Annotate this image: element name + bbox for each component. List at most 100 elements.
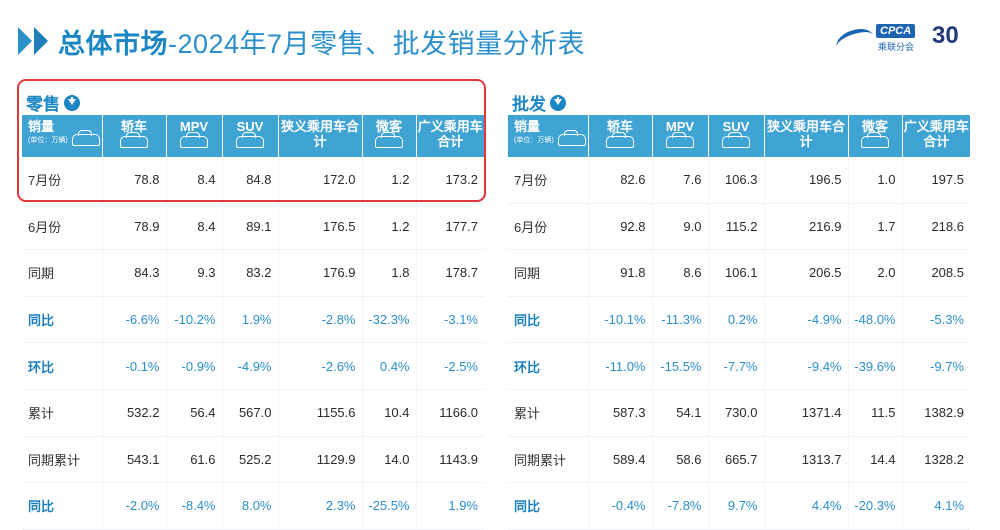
table-cell: -8.4% — [166, 482, 223, 530]
table-cell: 1143.9 — [416, 436, 484, 484]
table-cell: 14.0 — [362, 436, 417, 484]
header-cell: 轿车 — [588, 115, 653, 157]
table-cell: 10.4 — [362, 389, 417, 437]
table-cell: -15.5% — [652, 342, 709, 390]
row-label: 同期 — [508, 249, 589, 297]
table-cell: 58.6 — [652, 436, 709, 484]
suv-icon — [236, 132, 264, 148]
logo-brand: CPCA — [876, 24, 916, 38]
mpv-icon — [666, 132, 694, 148]
table-cell: 61.6 — [166, 436, 223, 484]
header-label: SUV — [236, 119, 264, 134]
table-cell: 589.4 — [588, 436, 653, 484]
table-cell: 89.1 — [222, 203, 279, 251]
header-cell: MPV — [166, 115, 223, 157]
header-label: 狭义乘用车合计 — [766, 119, 845, 149]
table-cell: -48.0% — [848, 296, 903, 344]
page-title: 总体市场-2024年7月零售、批发销量分析表 — [58, 22, 585, 61]
header-cell: SUV — [222, 115, 279, 157]
table-cell: 567.0 — [222, 389, 279, 437]
table-cell: 83.2 — [222, 249, 279, 297]
wholesale-section-label: 批发 — [512, 90, 566, 115]
table-cell: 176.9 — [278, 249, 363, 297]
table-row: 7月份 82.6 7.6 106.3 196.5 1.0 197.5 — [508, 157, 970, 204]
header-cell: SUV — [708, 115, 765, 157]
car-icon — [557, 130, 586, 146]
table-cell: -2.6% — [278, 342, 363, 390]
table-cell: 532.2 — [102, 389, 167, 437]
table-cell: 8.0% — [222, 482, 279, 530]
table-cell: -7.8% — [652, 482, 709, 530]
header-label: 轿车 — [606, 119, 633, 134]
table-cell: 1.9% — [416, 482, 484, 530]
table-cell: -2.8% — [278, 296, 363, 344]
table-row: 6月份 78.9 8.4 89.1 176.5 1.2 177.7 — [22, 203, 484, 251]
retail-label: 零售 — [26, 95, 60, 114]
retail-table: 销量 (单位：万辆) 轿车 MPV SUV 狭义乘用车合计 微客 广义乘用车合计 7月份 78.8… — [22, 115, 484, 530]
table-cell: -10.2% — [166, 296, 223, 344]
table-cell: 1.2 — [362, 157, 417, 204]
header-cell: 狭义乘用车合计 — [764, 115, 849, 157]
table-row: 同比 -6.6% -10.2% 1.9% -2.8% -32.3% -3.1% — [22, 296, 484, 344]
header-cell: 狭义乘用车合计 — [278, 115, 363, 157]
table-cell: 78.8 — [102, 157, 167, 204]
table-row: 6月份 92.8 9.0 115.2 216.9 1.7 218.6 — [508, 203, 970, 251]
header-cell: 轿车 — [102, 115, 167, 157]
unit-text: (单位：万辆) — [28, 136, 68, 144]
table-row: 累计 532.2 56.4 567.0 1155.6 10.4 1166.0 — [22, 389, 484, 437]
wholesale-table: 销量 (单位：万辆) 轿车 MPV SUV 狭义乘用车合计 微客 广义乘用车合计 7月份 82.6… — [508, 115, 970, 530]
retail-section-label: 零售 — [26, 90, 80, 115]
row-label: 同比 — [508, 482, 589, 530]
header-label: 轿车 — [120, 119, 147, 134]
table-cell: 1129.9 — [278, 436, 363, 484]
table-cell: 84.8 — [222, 157, 279, 204]
row-label: 7月份 — [508, 157, 589, 204]
table-cell: 82.6 — [588, 157, 653, 204]
table-cell: 1328.2 — [902, 436, 970, 484]
logo-sub: 乘联分会 — [878, 42, 915, 52]
table-cell: 4.4% — [764, 482, 849, 530]
table-cell: -32.3% — [362, 296, 417, 344]
table-cell: 176.5 — [278, 203, 363, 251]
table-cell: 8.4 — [166, 157, 223, 204]
table-row: 7月份 78.8 8.4 84.8 172.0 1.2 173.2 — [22, 157, 484, 204]
row-label: 同期累计 — [508, 436, 589, 484]
title-rest: -2024年7月零售、批发销量分析表 — [168, 28, 586, 59]
table-cell: 197.5 — [902, 157, 970, 204]
table-cell: -11.3% — [652, 296, 709, 344]
table-cell: 106.1 — [708, 249, 765, 297]
header-label: MPV — [665, 119, 695, 134]
table-cell: -4.9% — [222, 342, 279, 390]
table-cell: -9.7% — [902, 342, 970, 390]
table-cell: 1382.9 — [902, 389, 970, 437]
minivan-icon — [861, 132, 889, 148]
table-row: 同期 84.3 9.3 83.2 176.9 1.8 178.7 — [22, 249, 484, 297]
swoosh-icon — [833, 24, 877, 58]
table-cell: 1.9% — [222, 296, 279, 344]
row-label: 同比 — [22, 296, 103, 344]
table-cell: 92.8 — [588, 203, 653, 251]
header-cell: MPV — [652, 115, 709, 157]
table-row: 环比 -11.0% -15.5% -7.7% -9.4% -39.6% -9.7% — [508, 342, 970, 390]
table-cell: 172.0 — [278, 157, 363, 204]
table-cell: -25.5% — [362, 482, 417, 530]
table-cell: -2.5% — [416, 342, 484, 390]
suv-icon — [722, 132, 750, 148]
title-bold: 总体市场 — [58, 28, 168, 59]
row-label: 同比 — [22, 482, 103, 530]
header-cell-sales: 销量 (单位：万辆) — [508, 115, 589, 157]
header-label: MPV — [179, 119, 209, 134]
table-cell: -2.0% — [102, 482, 167, 530]
table-cell: -10.1% — [588, 296, 653, 344]
table-cell: 216.9 — [764, 203, 849, 251]
table-cell: 1.0 — [848, 157, 903, 204]
cpca-logo: CPCA 乘联分会 30 — [833, 22, 966, 58]
unit-text: (单位：万辆) — [514, 136, 554, 144]
table-cell: -0.9% — [166, 342, 223, 390]
row-label: 累计 — [508, 389, 589, 437]
header-label: SUV — [722, 119, 750, 134]
table-cell: -3.1% — [416, 296, 484, 344]
row-label: 累计 — [22, 389, 103, 437]
table-cell: 1371.4 — [764, 389, 849, 437]
header-unit: (单位：万辆) — [28, 130, 102, 146]
